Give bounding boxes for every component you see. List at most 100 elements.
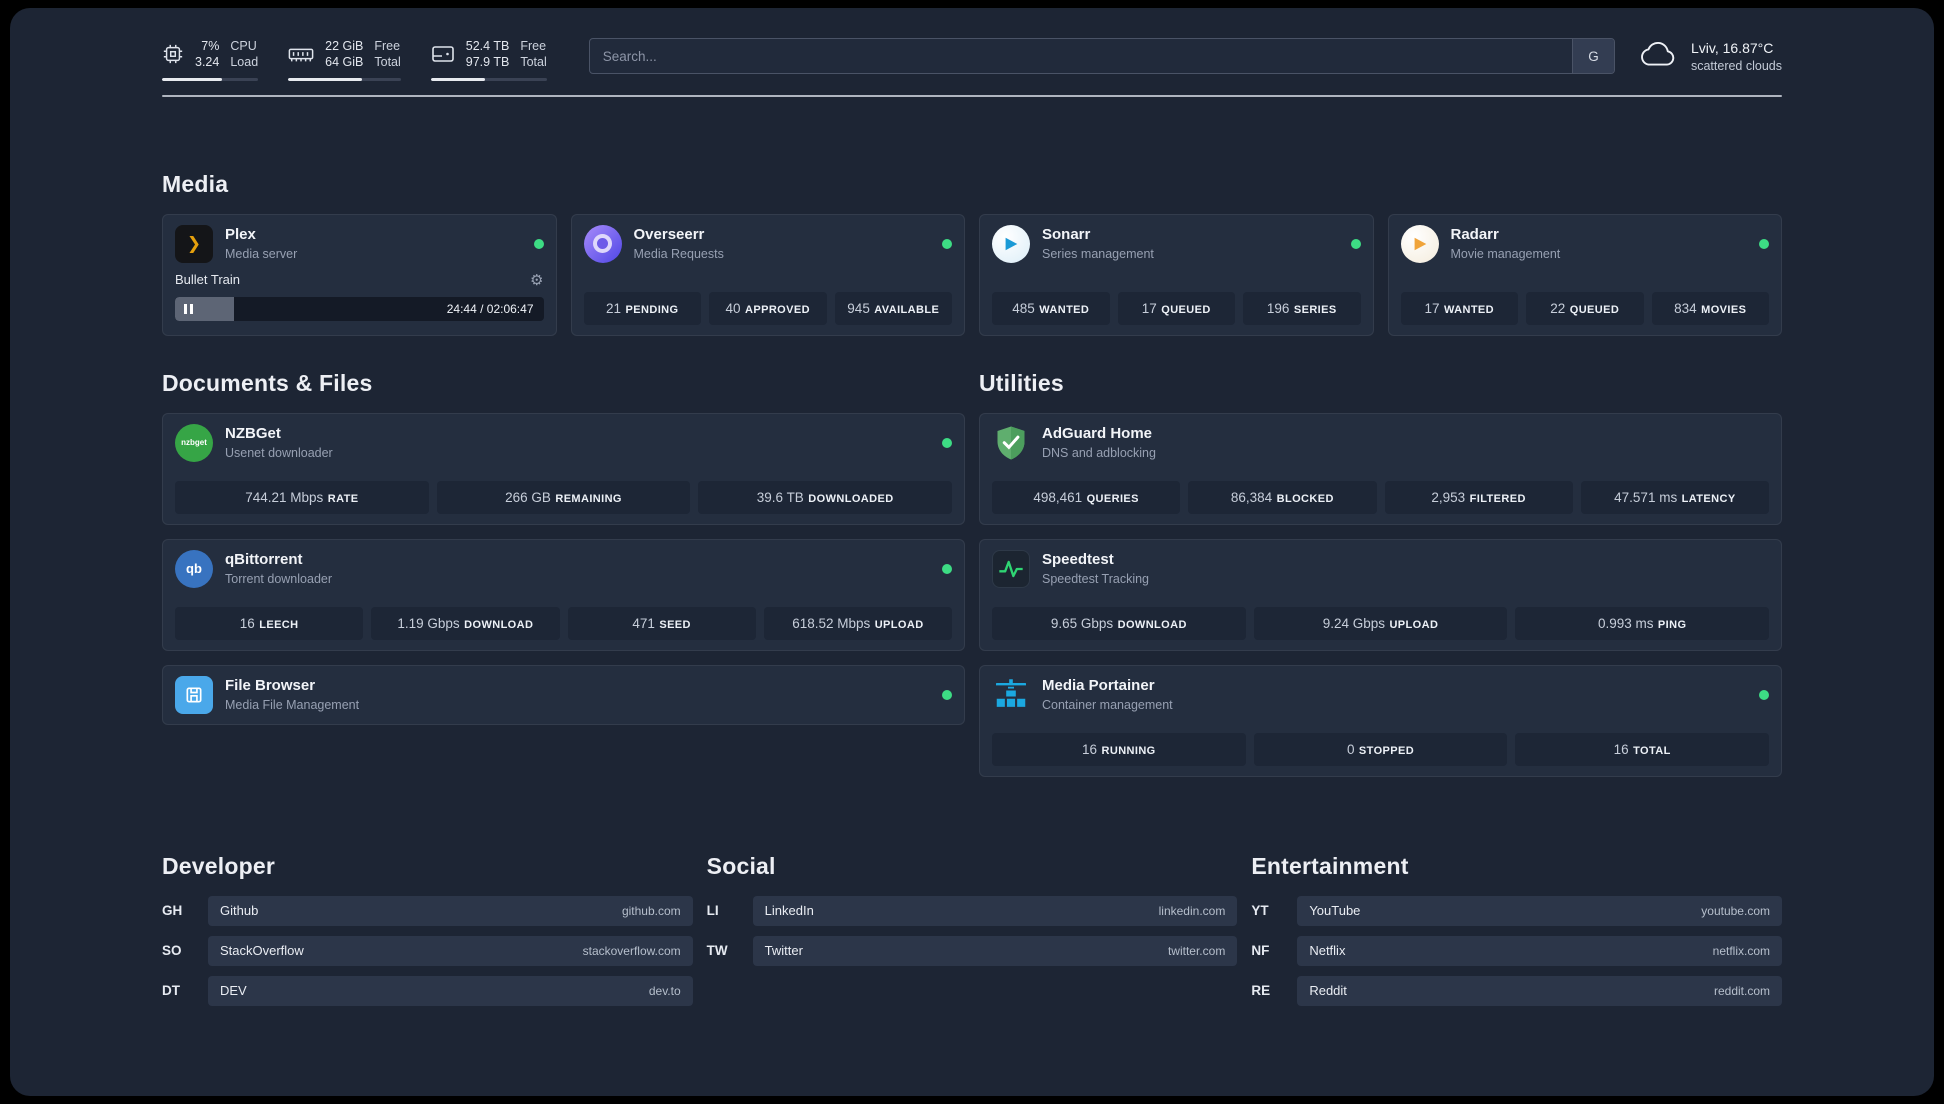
search-bar: G bbox=[588, 38, 1615, 75]
service-title: qBittorrent bbox=[225, 551, 303, 568]
service-subtitle: DNS and adblocking bbox=[1042, 446, 1156, 460]
now-playing-widget: Bullet Train ⚙ 24:44 / 02:06:47 bbox=[175, 271, 544, 321]
disk-widget: 52.4 TB 97.9 TB Free Total bbox=[430, 38, 547, 81]
service-card-overseerr[interactable]: Overseerr Media Requests 21 PENDING 40 A… bbox=[570, 213, 965, 336]
bookmark-link[interactable]: DEV dev.to bbox=[208, 975, 693, 1006]
section-heading-documents: Documents & Files bbox=[162, 369, 373, 396]
bookmark-link[interactable]: Reddit reddit.com bbox=[1297, 975, 1782, 1006]
pause-icon[interactable] bbox=[184, 303, 193, 314]
cpu-usage-bar bbox=[162, 77, 259, 81]
ram-label-2: Total bbox=[374, 55, 401, 70]
ram-label-1: Free bbox=[374, 39, 401, 53]
stat-wanted: 17 WANTED bbox=[1400, 291, 1518, 325]
service-card-radarr[interactable]: Radarr Movie management 17 WANTED 22 QUE… bbox=[1387, 213, 1782, 336]
ram-free-value: 22 GiB bbox=[325, 39, 364, 53]
bookmark-youtube: YT YouTube youtube.com bbox=[1251, 895, 1782, 926]
ram-icon bbox=[288, 43, 314, 65]
section-heading-utilities: Utilities bbox=[979, 369, 1064, 396]
stat-available: 945 AVAILABLE bbox=[834, 291, 952, 325]
playback-progress-bar[interactable]: 24:44 / 02:06:47 bbox=[175, 296, 544, 321]
bookmark-link[interactable]: YouTube youtube.com bbox=[1297, 895, 1782, 926]
bookmark-link[interactable]: LinkedIn linkedin.com bbox=[752, 895, 1238, 926]
service-card-nzbget[interactable]: nzbget NZBGet Usenet downloader 744.21 M… bbox=[162, 412, 965, 525]
section-heading-social: Social bbox=[706, 852, 776, 879]
stat-series: 196 SERIES bbox=[1243, 291, 1361, 325]
service-card-adguard[interactable]: AdGuard Home DNS and adblocking 498,461 … bbox=[979, 412, 1782, 525]
stat-upload: 618.52 Mbps UPLOAD bbox=[763, 606, 952, 640]
dashboard: 7% 3.24 CPU Load 22 GiB bbox=[10, 8, 1934, 1096]
service-card-portainer[interactable]: Media Portainer Container management 16 … bbox=[979, 664, 1782, 777]
stat-ping: 0.993 ms PING bbox=[1515, 606, 1770, 640]
bookmark-link[interactable]: Twitter twitter.com bbox=[752, 935, 1238, 966]
status-dot bbox=[942, 689, 952, 700]
stat-download: 9.65 Gbps DOWNLOAD bbox=[992, 606, 1246, 640]
service-card-plex[interactable]: ❯ Plex Media server Bullet Train ⚙ bbox=[162, 213, 557, 336]
disk-label-1: Free bbox=[520, 39, 547, 53]
service-subtitle: Movie management bbox=[1450, 247, 1561, 261]
stat-leech: 16 LEECH bbox=[175, 606, 364, 640]
stat-seed: 471 SEED bbox=[567, 606, 756, 640]
weather-location: Lviv, 16.87°C bbox=[1690, 40, 1774, 57]
bookmark-link[interactable]: Netflix netflix.com bbox=[1297, 935, 1782, 966]
bookmark-abbr: TW bbox=[706, 943, 728, 958]
topbar: 7% 3.24 CPU Load 22 GiB bbox=[162, 38, 1782, 81]
bookmark-abbr: NF bbox=[1251, 943, 1270, 958]
cpu-percent: 7% bbox=[201, 39, 220, 53]
gear-icon[interactable]: ⚙ bbox=[530, 271, 544, 289]
ram-total-value: 64 GiB bbox=[325, 55, 364, 70]
cpu-widget: 7% 3.24 CPU Load bbox=[162, 38, 259, 81]
bookmark-dev: DT DEV dev.to bbox=[162, 975, 693, 1006]
bookmark-link[interactable]: Github github.com bbox=[208, 895, 693, 926]
cpu-label-2: Load bbox=[230, 55, 259, 70]
bookmark-stackoverflow: SO StackOverflow stackoverflow.com bbox=[162, 935, 693, 966]
bookmark-group-entertainment: Entertainment YT YouTube youtube.com NF … bbox=[1251, 853, 1782, 1016]
service-title: NZBGet bbox=[225, 425, 281, 442]
service-card-filebrowser[interactable]: File Browser Media File Management bbox=[162, 664, 965, 725]
disk-total-value: 97.9 TB bbox=[465, 55, 510, 70]
section-heading-entertainment: Entertainment bbox=[1251, 852, 1409, 879]
search-input[interactable] bbox=[588, 38, 1615, 75]
cloud-icon bbox=[1637, 40, 1679, 75]
sonarr-icon bbox=[992, 224, 1030, 263]
status-dot bbox=[942, 238, 952, 249]
bookmark-github: GH Github github.com bbox=[162, 895, 693, 926]
service-card-speedtest[interactable]: Speedtest Speedtest Tracking 9.65 Gbps D… bbox=[979, 538, 1782, 651]
service-title: File Browser bbox=[225, 677, 316, 694]
topbar-divider bbox=[162, 94, 1782, 97]
service-subtitle: Series management bbox=[1042, 247, 1154, 261]
service-title: Overseerr bbox=[633, 226, 705, 243]
service-title: AdGuard Home bbox=[1042, 425, 1153, 442]
service-subtitle: Torrent downloader bbox=[225, 572, 333, 586]
service-card-qbittorrent[interactable]: qb qBittorrent Torrent downloader 16 bbox=[162, 538, 965, 651]
service-title: Plex bbox=[225, 226, 256, 243]
service-subtitle: Media File Management bbox=[225, 698, 360, 712]
bookmark-link[interactable]: StackOverflow stackoverflow.com bbox=[208, 935, 693, 966]
radarr-icon bbox=[1400, 224, 1439, 263]
bookmark-abbr: LI bbox=[706, 903, 719, 918]
disk-usage-bar bbox=[430, 77, 547, 81]
stat-stopped: 0 STOPPED bbox=[1253, 732, 1508, 766]
service-title: Media Portainer bbox=[1042, 677, 1155, 694]
status-dot bbox=[942, 563, 952, 574]
stat-remaining: 266 GB REMAINING bbox=[436, 480, 691, 514]
status-dot bbox=[533, 238, 544, 249]
now-playing-title: Bullet Train bbox=[175, 272, 241, 287]
cpu-load-value: 3.24 bbox=[195, 55, 220, 70]
plex-icon: ❯ bbox=[175, 224, 213, 263]
section-heading-media: Media bbox=[162, 170, 229, 197]
bookmark-group-developer: Developer GH Github github.com SO StackO… bbox=[162, 853, 693, 1016]
section-media: Media ❯ Plex Media server bbox=[162, 171, 1782, 336]
bookmark-abbr: YT bbox=[1251, 903, 1269, 918]
stat-approved: 40 APPROVED bbox=[709, 291, 827, 325]
bookmark-reddit: RE Reddit reddit.com bbox=[1251, 975, 1782, 1006]
speedtest-icon bbox=[992, 549, 1030, 588]
service-title: Radarr bbox=[1450, 226, 1499, 243]
service-title: Sonarr bbox=[1042, 226, 1091, 243]
service-card-sonarr[interactable]: Sonarr Series management 485 WANTED 17 Q… bbox=[979, 213, 1374, 336]
bookmark-abbr: DT bbox=[162, 983, 180, 998]
adguard-icon bbox=[992, 424, 1030, 462]
stat-pending: 21 PENDING bbox=[583, 291, 701, 325]
nzbget-icon: nzbget bbox=[175, 423, 213, 462]
search-provider-button[interactable]: G bbox=[1571, 39, 1614, 74]
stat-total: 16 TOTAL bbox=[1515, 732, 1770, 766]
